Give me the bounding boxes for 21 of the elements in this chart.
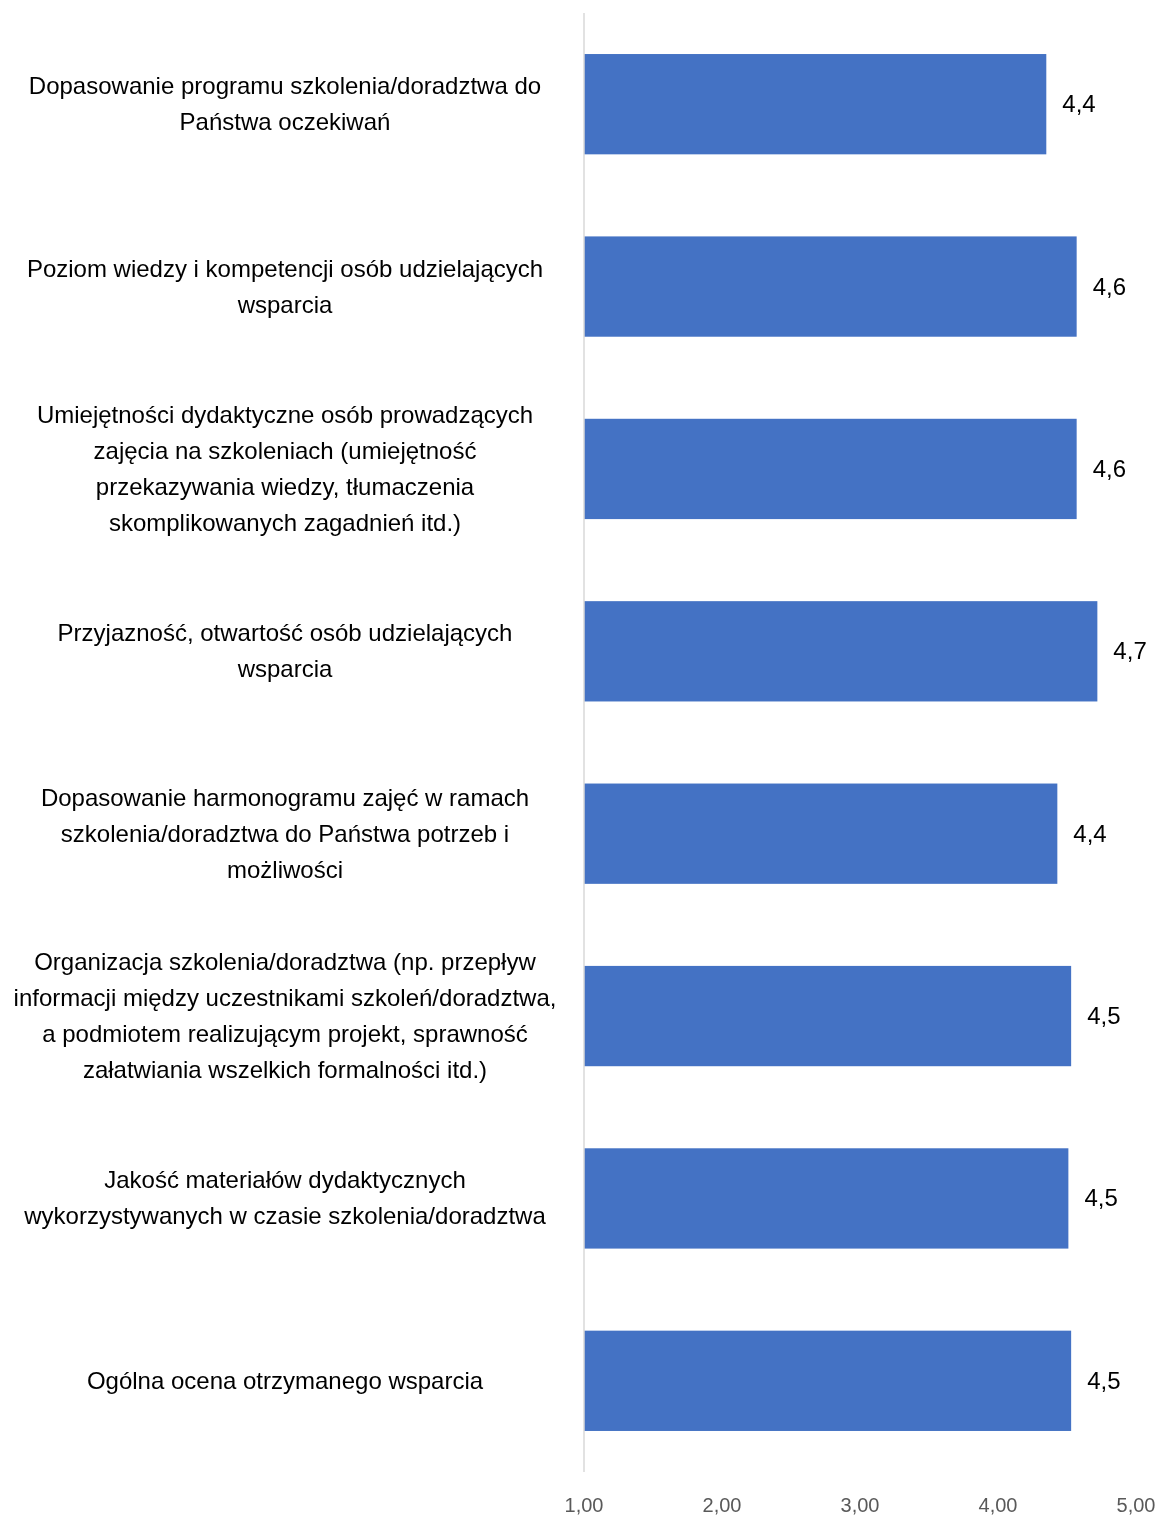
data-label: 4,5 <box>1087 1002 1121 1030</box>
y-tick-label: Umiejętności dydaktyczne osób prowadzących zajęcia na szkoleniach (umiejętność przekazywania wiedzy, tłumaczenia skomplikowanych zagadnień itd.) <box>36 400 534 536</box>
data-label: 4,4 <box>1062 90 1096 118</box>
y-tick-label: Dopasowanie programu szkolenia/doradztwa do Państwa oczekiwań <box>28 72 542 136</box>
y-tick-label: Jakość materiałów dydaktycznych wykorzystywanych w czasie szkolenia/doradztwa <box>23 1166 547 1230</box>
data-label: 4,4 <box>1073 819 1107 847</box>
y-tick-label: Przyjazność, otwartość osób udzielających wsparcia <box>57 619 513 683</box>
data-label: 4,5 <box>1084 1184 1118 1212</box>
y-tick-label: Ogólna ocena otrzymanego wsparcia <box>86 1366 484 1394</box>
x-tick-label: 1,00 <box>564 1494 604 1515</box>
y-tick-label: Dopasowanie harmonogramu zajęć w ramach szkolenia/doradztwa do Państwa potrzeb i możliwości <box>40 783 530 883</box>
data-label: 4,7 <box>1113 637 1147 665</box>
x-tick-label: 5,00 <box>1116 1494 1156 1515</box>
data-label: 4,6 <box>1092 272 1127 300</box>
x-tick-label: 2,00 <box>702 1494 742 1515</box>
x-tick-label: 3,00 <box>840 1494 880 1515</box>
data-label: 4,6 <box>1092 454 1127 482</box>
x-tick-label: 4,00 <box>978 1494 1018 1515</box>
data-label: 4,5 <box>1087 1366 1121 1394</box>
y-tick-label: Poziom wiedzy i kompetencji osób udzielających wsparcia <box>26 254 544 318</box>
y-tick-label: Organizacja szkolenia/doradztwa (np. przepływ informacji między uczestnikami szkoleń/doradztwa, a podmiotem realizującym projekt, sprawność załatwiania wszelkich formalności itd.) <box>13 948 557 1084</box>
